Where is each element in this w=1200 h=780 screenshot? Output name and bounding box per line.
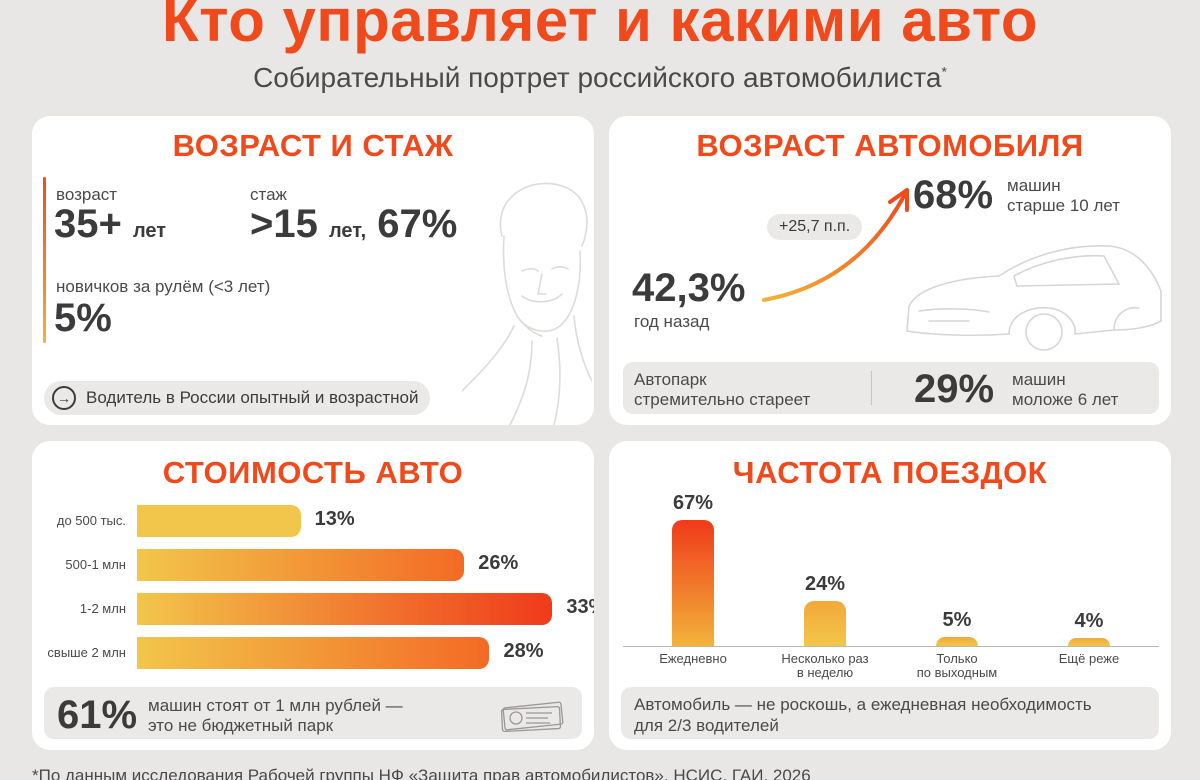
cost-category-label: до 500 тыс.: [56, 513, 126, 528]
car-outline-illustration: [906, 244, 1162, 351]
frequency-bar-value: 67%: [672, 492, 714, 514]
accent-line: [43, 177, 46, 343]
frequency-bar-value: 5%: [942, 608, 972, 631]
banknotes-icon: [500, 701, 564, 733]
age-card-title: ВОЗРАСТ И СТАЖ: [172, 128, 454, 163]
novice-label: новичков за рулём (<3 лет): [56, 277, 271, 296]
trip-frequency-card: ЧАСТОТА ПОЕЗДОК 67% Ежедневно 24% Несколько…: [609, 441, 1171, 750]
fleet-summary-box: [623, 362, 1159, 414]
arrow-right-circle-icon: →: [52, 386, 76, 410]
frequency-bar: [672, 520, 714, 646]
frequency-bar: [804, 600, 846, 646]
frequency-card-title: ЧАСТОТА ПОЕЗДОК: [732, 455, 1048, 490]
frequency-category-label: Только по выходным: [916, 651, 998, 680]
subtitle-footnote-mark: *: [941, 63, 947, 80]
young-cars-label-2: моложе 6 лет: [1012, 390, 1119, 409]
age-number: 35+: [54, 202, 122, 246]
cost-category-label: свыше 2 млн: [47, 645, 126, 660]
cost-bar: [137, 637, 490, 669]
cost-summary-text-1: машин стоят от 1 млн рублей —: [148, 696, 403, 715]
cost-summary-box: [44, 687, 582, 739]
growth-arrow: [762, 188, 909, 302]
cost-bar-value: 33%: [566, 596, 594, 618]
experience-unit: лет,: [328, 220, 367, 242]
cost-bar: [137, 593, 553, 625]
cost-bar-value: 26%: [478, 552, 519, 574]
fleet-text-1: Автопарк: [634, 370, 707, 389]
frequency-note-1: Автомобиль — не роскошь, а ежедневная не…: [634, 695, 1092, 714]
past-label: год назад: [634, 312, 710, 331]
car-age-card-title: ВОЗРАСТ АВТОМОБИЛЯ: [696, 128, 1084, 163]
novice-value: 5%: [54, 296, 112, 340]
cost-summary-text-2: это не бюджетный парк: [148, 716, 334, 735]
cost-summary-value: 61%: [57, 693, 138, 737]
old-cars-label-1: машин: [1007, 176, 1061, 195]
frequency-bar-value: 24%: [804, 572, 846, 595]
experience-share: 67%: [377, 202, 458, 246]
page-subtitle: Собирательный портрет российского автомо…: [0, 62, 1200, 94]
age-experience-card: ВОЗРАСТ И СТАЖ возраст 35+ лет стаж >15 …: [32, 116, 594, 425]
experience-value: >15 лет, 67%: [250, 202, 457, 247]
age-unit: лет: [132, 220, 167, 242]
frequency-bar: [936, 636, 978, 646]
fleet-text-2: стремительно стареет: [634, 390, 811, 409]
age-value: 35+ лет: [54, 202, 166, 247]
cost-bar: [137, 505, 301, 537]
frequency-category-label: Ещё реже: [1058, 651, 1120, 666]
experience-number: >15: [250, 202, 318, 246]
cost-category-label: 500-1 млн: [65, 557, 126, 572]
old-cars-label-2: старше 10 лет: [1007, 196, 1121, 215]
car-age-card: ВОЗРАСТ АВТОМОБИЛЯ +25,7 п.п. 42,3% год …: [609, 116, 1171, 425]
chart-baseline: [623, 646, 1159, 647]
age-conclusion-text: Водитель в России опытный и возрастной: [86, 388, 419, 407]
experience-label: стаж: [250, 185, 287, 204]
cost-bar-value: 13%: [314, 508, 355, 530]
past-value: 42,3%: [632, 266, 746, 310]
frequency-note-box: [621, 687, 1159, 739]
delta-pill: +25,7 п.п.: [767, 214, 863, 240]
footnote: *По данным исследования Рабочей группы Н…: [32, 766, 811, 780]
frequency-category-label: Ежедневно: [659, 651, 727, 666]
cost-card-title: СТОИМОСТЬ АВТО: [162, 455, 464, 490]
cost-category-label: 1-2 млн: [79, 601, 126, 616]
page-title: Кто управляет и какими авто: [161, 0, 1039, 54]
young-cars-label-1: машин: [1012, 370, 1066, 389]
frequency-bar: [1068, 638, 1110, 646]
frequency-note-2: для 2/3 водителей: [634, 716, 779, 735]
cost-bar: [137, 549, 465, 581]
old-cars-value: 68%: [913, 173, 994, 217]
age-label: возраст: [56, 185, 118, 204]
divider: [871, 371, 872, 405]
young-cars-value: 29%: [914, 367, 995, 411]
frequency-bar-value: 4%: [1074, 610, 1104, 632]
age-conclusion: → Водитель в России опытный и возрастной: [44, 381, 431, 415]
frequency-category-label: Несколько раз в неделю: [781, 651, 869, 680]
car-cost-card: СТОИМОСТЬ АВТО до 500 тыс. 13% 500-1 млн 26…: [32, 441, 594, 750]
cost-bar-value: 28%: [503, 640, 544, 662]
subtitle-text: Собирательный портрет российского автомо…: [253, 62, 942, 93]
driver-portrait-illustration: [462, 182, 592, 425]
